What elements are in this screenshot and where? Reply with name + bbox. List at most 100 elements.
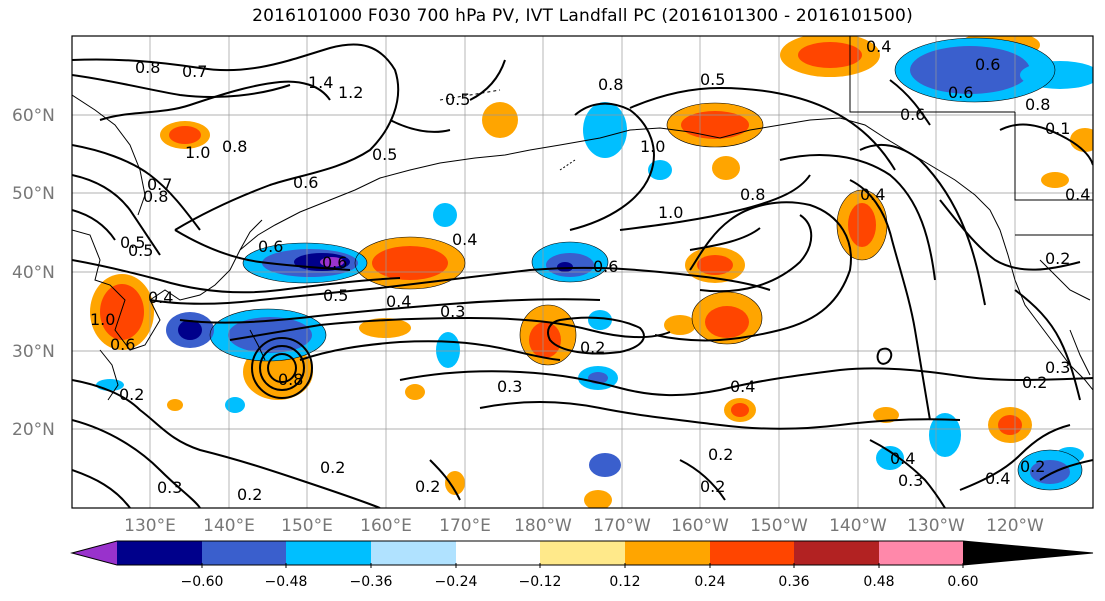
contour-label: 0.4 <box>730 377 755 396</box>
pv-contours <box>72 43 1093 508</box>
contour-label: 1.2 <box>338 83 363 102</box>
contour-label: 0.7 <box>147 175 172 194</box>
colorbar-tick: 0.48 <box>863 574 894 590</box>
contour-label: 0.5 <box>372 145 397 164</box>
colorbar-segment <box>371 541 456 565</box>
colorbar-tick: −0.36 <box>350 574 393 590</box>
colorbar-tick: 0.12 <box>609 574 640 590</box>
colorbar-tick: −0.60 <box>181 574 224 590</box>
map-title: 2016101000 F030 700 hPa PV, IVT Landfall… <box>252 6 913 26</box>
lon-label: 160°E <box>360 516 412 536</box>
lat-label: 30°N <box>12 342 55 362</box>
map-frame <box>71 35 1094 509</box>
contour-label: 0.4 <box>1065 185 1090 204</box>
contour-label: 0.4 <box>985 469 1010 488</box>
contour-label: 1.0 <box>640 137 665 156</box>
contour-label: 0.2 <box>1045 249 1070 268</box>
contour-label: 0.3 <box>440 302 465 321</box>
lon-label: 150°W <box>750 516 808 536</box>
contour-label: 0.4 <box>860 185 885 204</box>
contour-label: 0.6 <box>258 237 283 256</box>
contour-label: 0.5 <box>323 286 348 305</box>
contour-label: 0.2 <box>580 338 605 357</box>
contour-label: 0.6 <box>322 253 347 272</box>
lon-label: 150°E <box>281 516 333 536</box>
map-panel <box>72 36 1093 508</box>
colorbar-segment <box>72 541 117 565</box>
contour-label: 0.2 <box>320 458 345 477</box>
lat-label: 50°N <box>12 184 55 204</box>
contour-label: 1.0 <box>185 143 210 162</box>
colorbar-segment <box>286 541 371 565</box>
contour-label: 0.6 <box>900 105 925 124</box>
colorbar-tick: −0.12 <box>519 574 562 590</box>
colorbar-segment <box>794 541 879 565</box>
contour-label: 0.6 <box>948 83 973 102</box>
contour-label: 0.4 <box>866 37 891 56</box>
contour-label: 0.8 <box>135 58 160 77</box>
contour-label: 0.7 <box>182 62 207 81</box>
contour-label: 0.8 <box>1025 95 1050 114</box>
contour-label: 0.6 <box>593 257 618 276</box>
contour-label: 0.1 <box>1045 119 1070 138</box>
contour-label: 0.2 <box>708 445 733 464</box>
lat-label: 60°N <box>12 106 55 126</box>
contour-label: 0.4 <box>386 292 411 311</box>
contour-label: 0.3 <box>1045 358 1070 377</box>
contour-label: 0.8 <box>598 75 623 94</box>
contour-label: 1.0 <box>90 310 115 329</box>
contour-label: 0.6 <box>975 55 1000 74</box>
colorbar-segment <box>963 541 1093 565</box>
colorbar-segment <box>456 541 540 565</box>
contour-label: 0.2 <box>1022 373 1047 392</box>
contour-label: 0.8 <box>278 370 303 389</box>
colorbar: −0.60 −0.48 −0.36 −0.24 −0.12 0.12 0.24 … <box>70 540 1094 590</box>
lon-label: 140°W <box>829 516 887 536</box>
contour-label: 0.8 <box>740 185 765 204</box>
lon-label: 180°W <box>514 516 572 536</box>
lon-label: 160°W <box>671 516 729 536</box>
contour-labels: 0.8 0.7 1.4 1.2 0.5 0.8 0.5 0.4 0.5 0.6 … <box>90 37 1090 504</box>
colorbar-tick: −0.24 <box>435 574 478 590</box>
lat-label: 40°N <box>12 263 55 283</box>
contour-label: 1.0 <box>658 203 683 222</box>
colorbar-tick: 0.24 <box>694 574 725 590</box>
contour-label: 0.2 <box>119 385 144 404</box>
contour-label: 0.5 <box>445 90 470 109</box>
contour-label: 0.8 <box>143 187 168 206</box>
lon-label: 130°W <box>907 516 965 536</box>
lon-label: 130°E <box>124 516 176 536</box>
colorbar-segment <box>202 541 286 565</box>
lon-label: 120°W <box>986 516 1044 536</box>
longitude-labels: 130°E 140°E 150°E 160°E 170°E 180°W 170°… <box>124 516 1044 536</box>
colorbar-segment <box>879 541 963 565</box>
shading-outlines <box>209 37 1083 491</box>
contour-label: 0.4 <box>148 288 173 307</box>
contour-label: 0.4 <box>452 230 477 249</box>
contour-label: 0.2 <box>700 477 725 496</box>
colorbar-segment <box>540 541 625 565</box>
contour-label: 0.3 <box>157 478 182 497</box>
contour-label: 0.3 <box>898 471 923 490</box>
lon-label: 140°E <box>203 516 255 536</box>
lon-label: 170°E <box>439 516 491 536</box>
lon-label: 170°W <box>593 516 651 536</box>
contour-label: 1.4 <box>308 73 333 92</box>
lat-label: 20°N <box>12 420 55 440</box>
contour-label: 0.2 <box>1020 457 1045 476</box>
colorbar-tick: 0.60 <box>947 574 978 590</box>
colorbar-segment <box>625 541 710 565</box>
contour-label: 0.2 <box>415 477 440 496</box>
latitude-labels: 60°N 50°N 40°N 30°N 20°N <box>12 106 55 440</box>
contour-label: 0.2 <box>237 485 262 504</box>
colorbar-segment <box>710 541 794 565</box>
contour-label: 0.4 <box>890 449 915 468</box>
colorbar-tick: 0.36 <box>778 574 809 590</box>
contour-label: 0.5 <box>700 70 725 89</box>
contour-label: 0.6 <box>110 335 135 354</box>
contour-label: 0.8 <box>222 137 247 156</box>
contour-label: 0.5 <box>120 233 145 252</box>
colorbar-tick: −0.48 <box>265 574 308 590</box>
contour-label: 0.3 <box>497 377 522 396</box>
